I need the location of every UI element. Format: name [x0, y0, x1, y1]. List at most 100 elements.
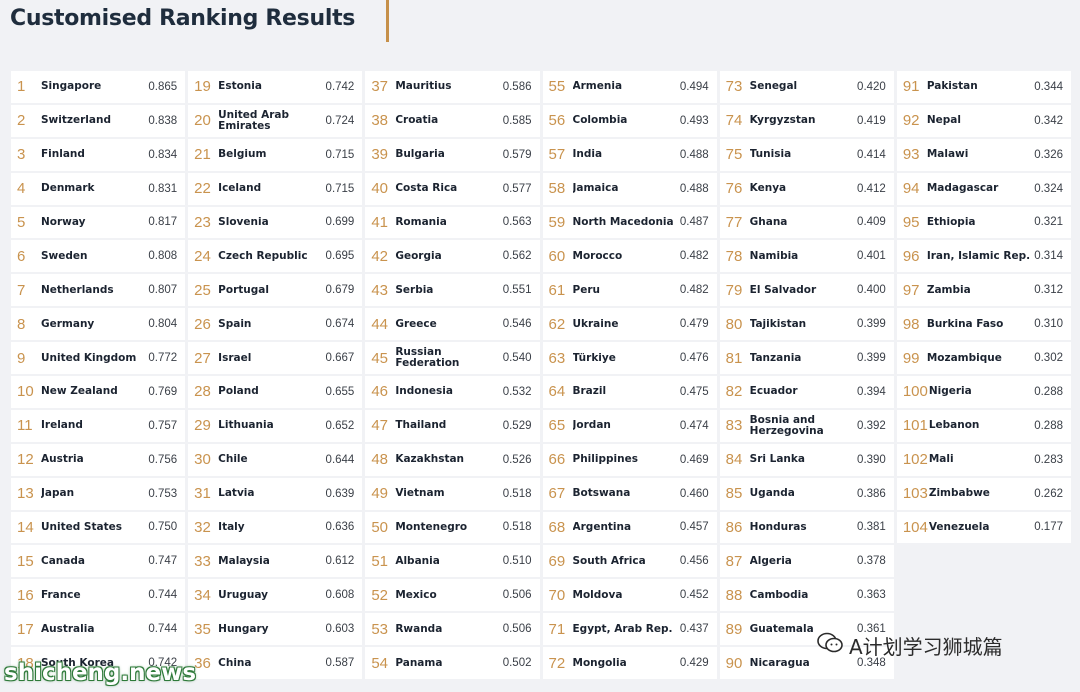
rank-number: 9 — [17, 349, 26, 367]
score-value: 0.302 — [1034, 352, 1063, 365]
score-value: 0.361 — [857, 623, 886, 636]
country-name: Uganda — [749, 488, 795, 500]
score-value: 0.506 — [502, 623, 532, 636]
table-row: 72 Mongolia 0.429 — [542, 647, 717, 679]
score-value: 0.674 — [325, 318, 355, 331]
score-value: 0.587 — [325, 657, 355, 670]
score-value: 0.344 — [1034, 80, 1063, 93]
table-row: 83 Bosnia and Herzegovina 0.392 — [719, 409, 894, 442]
table-row: 92 Nepal 0.342 — [896, 104, 1071, 137]
wechat-watermark: A计划学习狮城篇 — [817, 631, 1003, 660]
rank-number: 37 — [371, 78, 389, 96]
rank-number: 84 — [725, 451, 743, 469]
country-name: United Kingdom — [41, 352, 137, 364]
score-value: 0.526 — [502, 453, 532, 466]
country-name: Lithuania — [218, 420, 274, 432]
table-row: 7 Netherlands 0.807 — [11, 274, 186, 307]
country-name: Namibia — [749, 250, 799, 262]
country-name: Lebanon — [928, 420, 980, 432]
score-value: 0.747 — [148, 555, 178, 568]
score-value: 0.744 — [148, 623, 178, 636]
score-value: 0.639 — [325, 487, 355, 500]
table-row: 36 China 0.587 — [188, 647, 363, 679]
table-row: 104 Venezuela 0.177 — [896, 511, 1071, 544]
table-row: 50 Montenegro 0.518 — [365, 511, 540, 544]
rank-number: 26 — [194, 315, 211, 333]
score-value: 0.456 — [679, 555, 709, 568]
country-name: Panama — [395, 657, 443, 669]
country-name: Iceland — [218, 183, 262, 195]
rank-number: 74 — [725, 112, 743, 130]
country-name: Senegal — [749, 81, 798, 93]
score-value: 0.636 — [325, 521, 355, 534]
table-row: 99 Mozambique 0.302 — [896, 342, 1071, 374]
rank-number: 86 — [725, 518, 743, 536]
country-name: Madagascar — [926, 183, 999, 195]
country-name: Ghana — [749, 216, 788, 228]
score-value: 0.493 — [679, 114, 709, 127]
table-row: 46 Indonesia 0.532 — [365, 376, 540, 408]
rank-number: 20 — [194, 112, 211, 130]
score-value: 0.563 — [502, 216, 532, 229]
score-value: 0.399 — [857, 352, 886, 365]
country-name: Tajikistan — [749, 318, 807, 330]
rank-number: 33 — [194, 552, 211, 570]
rank-number: 79 — [725, 281, 743, 299]
rank-number: 69 — [548, 552, 566, 570]
table-row: 33 Malaysia 0.612 — [188, 545, 363, 578]
country-name: Philippines — [572, 454, 638, 466]
table-row: 61 Peru 0.482 — [542, 274, 717, 307]
score-value: 0.865 — [148, 80, 178, 93]
score-value: 0.652 — [325, 419, 355, 432]
country-name: Ecuador — [749, 386, 798, 398]
score-value: 0.540 — [502, 352, 532, 365]
country-name: South Africa — [572, 555, 646, 567]
country-name: Brazil — [572, 386, 607, 398]
country-name: Mexico — [395, 589, 437, 601]
table-row: 25 Portugal 0.679 — [188, 274, 363, 307]
rank-number: 3 — [17, 146, 26, 164]
table-row: 16 France 0.744 — [11, 579, 186, 612]
country-name: Spain — [218, 318, 252, 330]
country-name: Nepal — [926, 115, 961, 127]
score-value: 0.414 — [857, 148, 886, 161]
rank-number: 78 — [725, 247, 743, 265]
rank-number: 12 — [17, 451, 34, 469]
country-name: Poland — [218, 386, 259, 398]
table-row: 1 Singapore 0.865 — [11, 71, 186, 103]
score-value: 0.348 — [857, 657, 886, 670]
country-name: Ethiopia — [926, 216, 976, 228]
rank-number: 45 — [371, 349, 389, 367]
table-row: 56 Colombia 0.493 — [542, 104, 717, 137]
country-name: Serbia — [395, 284, 434, 296]
country-name: Nicaragua — [749, 657, 810, 669]
rank-number: 104 — [902, 518, 928, 536]
table-row: 51 Albania 0.510 — [365, 545, 540, 578]
score-value: 0.288 — [1034, 419, 1063, 432]
table-row: 4 Denmark 0.831 — [11, 172, 186, 205]
table-row: 59 North Macedonia 0.487 — [542, 206, 717, 239]
country-name: Greece — [395, 318, 437, 330]
score-value: 0.715 — [325, 182, 355, 195]
table-row: 103 Zimbabwe 0.262 — [896, 477, 1071, 510]
country-name: Austria — [41, 454, 84, 466]
country-name: Bosnia and Herzegovina — [749, 414, 824, 437]
rank-number: 93 — [902, 146, 920, 164]
score-value: 0.475 — [679, 385, 709, 398]
rank-number: 53 — [371, 620, 389, 638]
score-value: 0.386 — [857, 487, 886, 500]
rank-number: 83 — [725, 417, 743, 435]
table-row: 88 Cambodia 0.363 — [719, 579, 894, 612]
score-value: 0.838 — [148, 114, 178, 127]
rank-number: 32 — [194, 518, 211, 536]
score-value: 0.452 — [679, 589, 709, 602]
table-row: 87 Algeria 0.378 — [719, 545, 894, 578]
score-value: 0.644 — [325, 453, 355, 466]
score-value: 0.817 — [148, 216, 178, 229]
table-row: 84 Sri Lanka 0.390 — [719, 443, 894, 476]
rank-number: 61 — [548, 281, 566, 299]
score-value: 0.482 — [679, 250, 709, 263]
rank-number: 96 — [902, 247, 920, 265]
rank-number: 81 — [725, 349, 743, 367]
table-row: 19 Estonia 0.742 — [188, 71, 363, 103]
